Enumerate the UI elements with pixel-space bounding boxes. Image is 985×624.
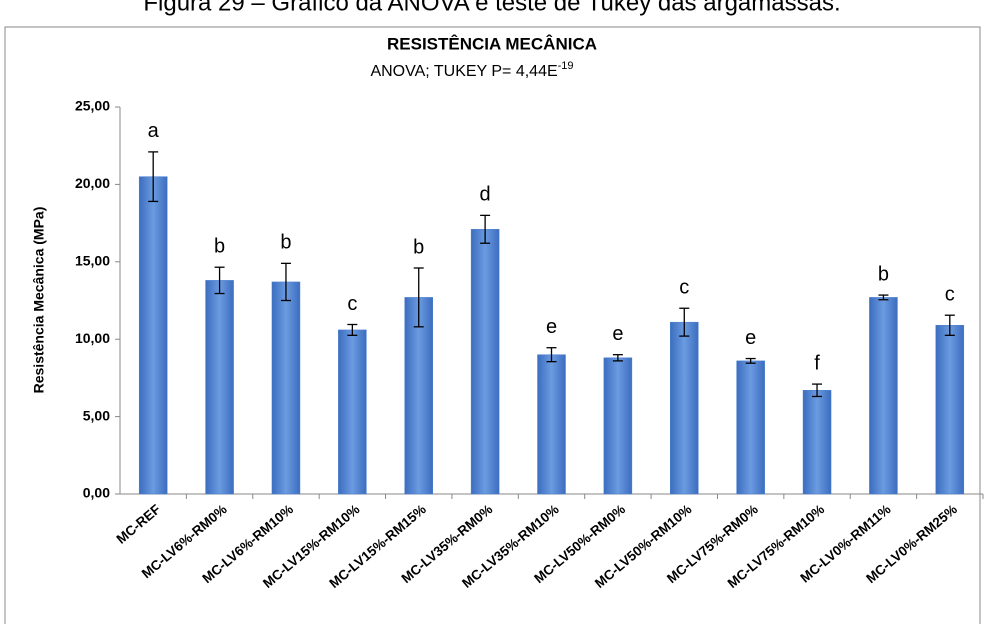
bar: [935, 325, 965, 495]
chart-subtitle: ANOVA; TUKEY P= 4,44E-19: [370, 60, 573, 80]
bar: [869, 297, 898, 495]
x-tick-label: MC-REF: [114, 502, 164, 547]
significance-letter: c: [347, 293, 357, 315]
bar: [802, 390, 832, 495]
chart-frame: [4, 26, 981, 624]
subtitle-exponent: -19: [558, 60, 574, 72]
subtitle-text: ANOVA; TUKEY P= 4,44E: [370, 63, 557, 80]
bar: [603, 357, 633, 495]
y-tick-label: 0,00: [83, 485, 110, 501]
bar: [736, 360, 765, 495]
figure-caption: Figura 29 – Gráfico da ANOVA e teste de …: [143, 0, 840, 16]
significance-letter: d: [480, 184, 491, 206]
bar: [271, 281, 301, 495]
bar: [470, 229, 500, 495]
y-tick-label: 15,00: [75, 253, 110, 269]
chart-title: RESISTÊNCIA MECÂNICA: [387, 34, 597, 53]
bar: [138, 176, 168, 495]
significance-letter: e: [546, 316, 557, 338]
bar: [338, 329, 367, 495]
y-tick-label: 25,00: [75, 98, 110, 114]
y-tick-label: 10,00: [75, 330, 110, 346]
significance-letter: a: [148, 120, 160, 142]
significance-letter: b: [413, 236, 424, 258]
significance-letter: e: [745, 327, 756, 349]
significance-letter: f: [814, 352, 820, 374]
bar: [537, 354, 566, 495]
significance-letter: c: [945, 283, 955, 305]
significance-letter: b: [214, 235, 225, 257]
significance-letter: b: [878, 263, 889, 285]
significance-letter: b: [280, 232, 291, 254]
significance-letter: c: [679, 277, 689, 299]
bar: [205, 280, 234, 495]
significance-letter: e: [612, 323, 623, 345]
bar: [670, 321, 699, 495]
y-axis-label: Resistência Mecânica (MPa): [31, 207, 47, 394]
bar: [404, 297, 433, 495]
y-tick-label: 5,00: [83, 407, 110, 423]
y-tick-label: 20,00: [75, 175, 110, 191]
